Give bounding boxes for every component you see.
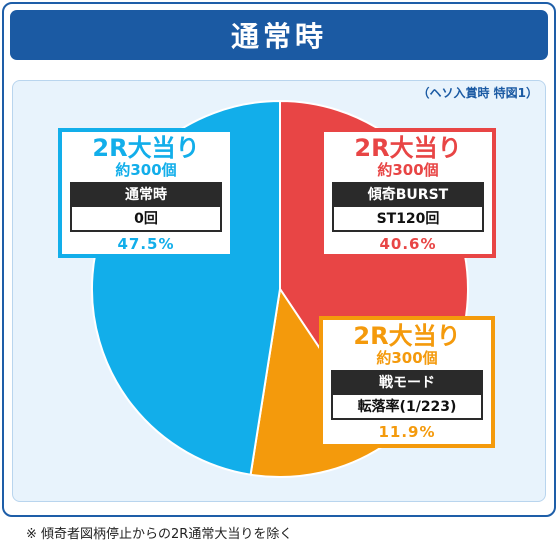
card-sen-mode: 戦モード — [331, 370, 483, 395]
card-normal-sub: 約300個 — [115, 161, 177, 179]
card-sen: 2R大当り 約300個 戦モード 転落率(1/223) 11.9% — [319, 316, 495, 448]
card-normal: 2R大当り 約300個 通常時 0回 47.5% — [58, 128, 234, 258]
note-top: （ヘソ入賞時 特図1） — [417, 86, 538, 100]
card-burst-head: 2R大当り — [354, 134, 462, 162]
card-burst: 2R大当り 約300個 傾奇BURST ST120回 40.6% — [320, 128, 496, 258]
card-sen-sub: 約300個 — [376, 349, 438, 367]
card-normal-pct: 47.5% — [117, 235, 175, 253]
footer-note: ※ 傾奇者図柄停止からの2R通常大当りを除く — [26, 527, 293, 542]
card-normal-head: 2R大当り — [92, 134, 200, 162]
card-burst-mode: 傾奇BURST — [332, 182, 484, 207]
card-burst-sub: 約300個 — [377, 161, 439, 179]
card-sen-pct: 11.9% — [378, 423, 436, 441]
card-sen-value: 転落率(1/223) — [331, 395, 483, 420]
card-sen-head: 2R大当り — [353, 322, 461, 350]
page-title: 通常時 — [10, 10, 548, 60]
card-burst-pct: 40.6% — [379, 235, 437, 253]
card-normal-value: 0回 — [70, 207, 222, 232]
card-normal-mode: 通常時 — [70, 182, 222, 207]
card-burst-value: ST120回 — [332, 207, 484, 232]
